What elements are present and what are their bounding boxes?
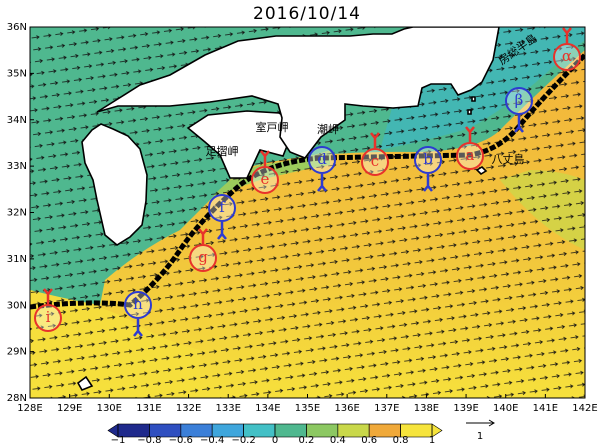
- colorbar-tick-label: 0.8: [393, 435, 409, 444]
- place-label: 室戸岬: [256, 120, 289, 134]
- y-tick-label: 28N: [7, 393, 27, 404]
- marker-circle: [505, 87, 533, 115]
- x-tick-label: 137E: [374, 403, 399, 414]
- x-tick-label: 141E: [533, 403, 558, 414]
- marker-arrow: [514, 115, 524, 133]
- place-label: 足摺岬: [206, 144, 239, 158]
- marker-circle: [414, 146, 442, 174]
- marker-circle: [124, 291, 152, 319]
- marker-label: β: [515, 91, 524, 109]
- marker-label: a: [466, 146, 475, 164]
- map-area: α β a b c d e f g h i: [30, 27, 585, 398]
- marker-label: g: [198, 248, 208, 266]
- colorbar-tick-label: 0.4: [330, 435, 346, 444]
- marker-arrow: [370, 132, 380, 148]
- marker-arrow: [43, 288, 53, 304]
- marker-arrow: [260, 150, 270, 166]
- x-tick-label: 131E: [136, 403, 161, 414]
- marker-arrow: [317, 174, 327, 192]
- x-tick-label: 133E: [216, 403, 241, 414]
- colorbar-tick-label: 0.6: [361, 435, 377, 444]
- x-tick-label: 132E: [176, 403, 201, 414]
- marker-label: h: [133, 295, 143, 313]
- marker-arrow: [465, 126, 475, 142]
- marker-label: c: [371, 152, 379, 170]
- x-tick-label: 139E: [453, 403, 478, 414]
- vector-legend: 1: [466, 419, 495, 442]
- place-label: 潮岬: [317, 122, 339, 136]
- colorbar-tick-label: −0.8: [137, 435, 161, 444]
- marker-circle: [189, 244, 217, 272]
- marker-label: i: [46, 308, 51, 326]
- marker-label: b: [423, 150, 433, 168]
- y-tick-label: 31N: [7, 254, 27, 265]
- marker-circle: [553, 43, 581, 71]
- title: 2016/10/14: [253, 4, 361, 24]
- y-tick-label: 36N: [7, 22, 27, 33]
- x-tick-label: 138E: [414, 403, 439, 414]
- x-tick-label: 134E: [255, 403, 280, 414]
- marker-circle: [308, 146, 336, 174]
- x-tick-label: 130E: [97, 403, 122, 414]
- marker-label: f: [219, 198, 226, 216]
- colorbar-tick-label: −0.6: [169, 435, 193, 444]
- vector-scale: 1: [477, 431, 483, 442]
- colorbar-tick-label: −0.4: [200, 435, 224, 444]
- marker-arrow: [423, 174, 433, 192]
- y-tick-label: 34N: [7, 115, 27, 126]
- marker-circle: [251, 166, 279, 194]
- y-tick-label: 35N: [7, 68, 27, 79]
- y-tick-label: 29N: [7, 347, 27, 358]
- markers: α β a b c d e f g h i: [34, 27, 581, 337]
- kuroshio-vectors: [30, 53, 585, 310]
- x-tick-label: 142E: [572, 403, 597, 414]
- y-tick-label: 32N: [7, 208, 27, 219]
- marker-circle: [361, 148, 389, 176]
- x-tick-label: 129E: [57, 403, 82, 414]
- colorbar-tick-label: −1: [111, 435, 126, 444]
- marker-arrow: [198, 228, 208, 244]
- marker-circle: [34, 304, 62, 332]
- marker-circle: [456, 142, 484, 170]
- land: [76, 27, 500, 392]
- marker-label: α: [562, 47, 572, 65]
- marker-label: d: [317, 150, 327, 168]
- x-tick-label: 136E: [334, 403, 359, 414]
- y-tick-label: 30N: [7, 300, 27, 311]
- place-label: 八丈島: [492, 152, 525, 166]
- marker-arrow: [217, 222, 227, 240]
- x-tick-label: 128E: [17, 403, 42, 414]
- x-tick-label: 140E: [493, 403, 518, 414]
- marker-arrow: [133, 319, 143, 337]
- x-tick-label: 135E: [295, 403, 320, 414]
- colorbar-tick-label: 1: [429, 435, 435, 444]
- marker-arrow: [562, 27, 572, 43]
- marker-label: e: [261, 170, 270, 188]
- y-tick-label: 33N: [7, 161, 27, 172]
- colorbar-tick-label: −0.2: [231, 435, 255, 444]
- marker-circle: [208, 194, 236, 222]
- colorbar-tick-label: 0: [272, 435, 278, 444]
- colorbar-tick-label: 0.2: [298, 435, 314, 444]
